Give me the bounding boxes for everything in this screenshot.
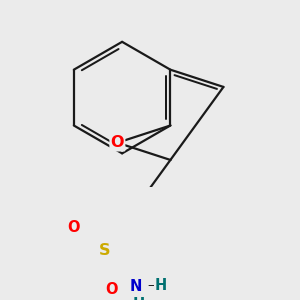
- Text: O: O: [111, 135, 124, 150]
- Text: –: –: [148, 279, 154, 292]
- Text: S: S: [99, 243, 111, 258]
- Text: H: H: [155, 278, 167, 293]
- Text: O: O: [67, 220, 80, 235]
- Text: H: H: [133, 297, 145, 300]
- Text: N: N: [129, 279, 142, 294]
- Text: O: O: [105, 282, 117, 297]
